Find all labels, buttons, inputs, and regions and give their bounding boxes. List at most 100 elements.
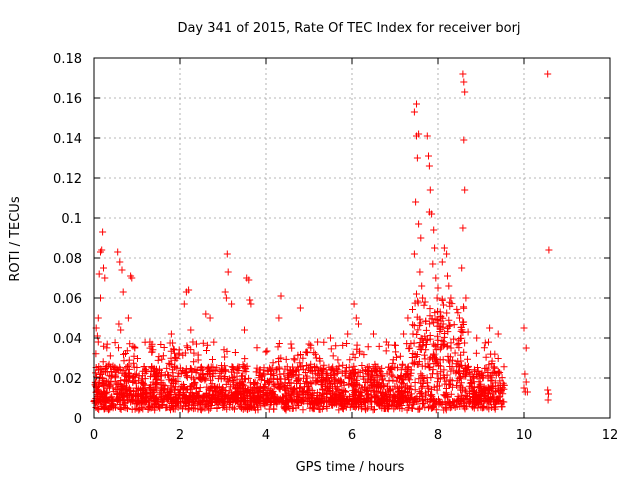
data-point [475,383,483,391]
data-point [129,342,137,350]
y-tick-label: 0.02 [53,372,82,387]
data-point [194,405,202,413]
data-point [485,361,493,369]
data-point [429,260,437,268]
data-point [140,396,148,404]
data-point [311,350,319,358]
data-point [276,379,284,387]
data-point [437,312,445,320]
data-point [167,330,175,338]
data-point [427,404,435,412]
data-point [413,100,420,108]
data-point [416,268,424,276]
data-point [186,383,194,391]
data-point [332,390,340,398]
data-point [162,403,170,411]
data-point [338,386,346,394]
data-point [257,402,265,410]
data-point [255,374,263,382]
data-point [438,258,446,266]
data-point [228,368,236,376]
data-point [411,379,419,386]
data-point [277,292,285,300]
y-tick-label: 0.14 [53,132,82,147]
data-point [396,352,404,360]
data-point [413,154,421,162]
data-point [235,367,243,374]
data-point [285,379,293,387]
data-point [215,397,223,405]
data-point [328,366,336,374]
data-point [339,361,347,369]
data-point [339,405,347,413]
data-point [252,368,260,376]
data-point [119,288,127,296]
data-point [262,348,270,356]
axis-ticks [93,57,611,419]
data-point [302,348,310,356]
data-point [118,369,126,377]
data-point [157,341,165,348]
data-point [221,288,229,296]
data-point [426,186,434,194]
data-point [221,353,229,361]
data-point [433,386,441,394]
data-point [364,390,372,398]
data-point [371,405,378,413]
data-point [274,343,282,351]
data-point [231,405,238,413]
data-point [222,294,230,302]
data-point [361,383,368,391]
data-point [243,401,251,409]
data-point [223,405,231,413]
data-point [430,360,438,368]
data-point [181,349,189,357]
data-point [229,403,237,411]
data-point [140,390,148,398]
data-point [189,338,197,346]
data-point [365,363,373,371]
data-point [473,373,481,381]
data-point [457,379,465,387]
data-point [123,383,130,391]
data-point [118,266,126,274]
data-point [266,398,274,406]
data-point [94,338,102,346]
data-point [403,406,411,414]
data-point [479,387,487,395]
data-point [128,397,136,405]
data-point [411,351,419,358]
data-point [474,367,482,375]
data-point [220,346,228,354]
data-point [352,314,360,322]
data-point [287,394,294,402]
data-point [199,339,207,347]
data-point [110,366,118,374]
data-point [301,369,309,376]
data-point [395,389,403,397]
data-point [453,367,461,375]
data-point [342,387,350,395]
data-point [339,393,347,401]
data-point [177,386,184,394]
data-point [464,355,471,363]
x-tick-labels: 0 2 4 6 8 10 12 [90,428,618,443]
data-point [433,370,441,378]
data-point [231,349,239,356]
data-point [407,340,415,348]
data-point [455,375,463,383]
data-point [267,397,275,405]
data-point [247,300,255,308]
data-point [350,379,358,386]
data-point [275,340,283,347]
data-point [320,338,328,346]
data-point [178,382,186,390]
data-point [353,341,361,349]
data-point [441,391,449,399]
data-point [419,395,427,403]
data-point [308,380,316,388]
data-point [290,355,298,363]
data-point [372,397,380,405]
data-point [238,384,246,392]
